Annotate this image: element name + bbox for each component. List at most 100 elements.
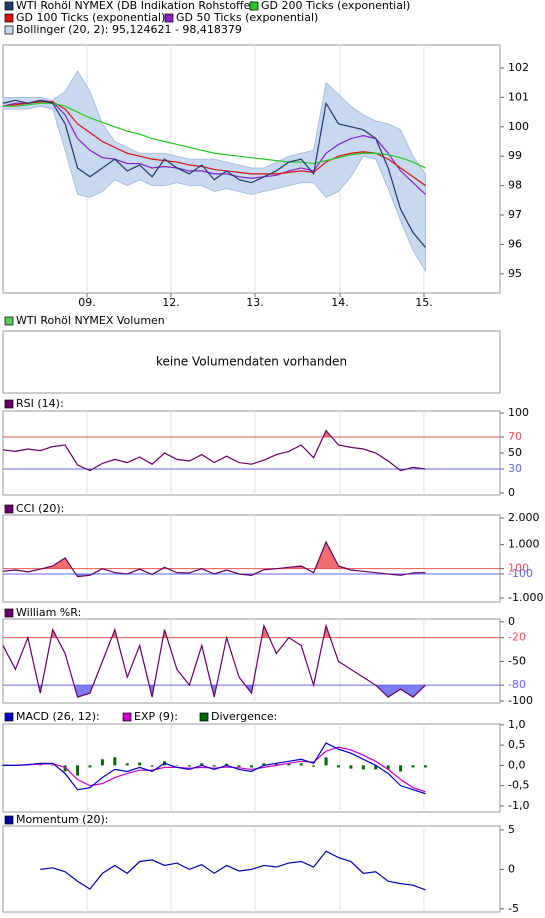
series-line — [2, 99, 426, 248]
divergence-bar — [113, 757, 117, 766]
divergence-bar — [336, 765, 340, 768]
divergence-bar — [262, 763, 266, 766]
legend-label: Bollinger (20, 2): 95,124621 - 98,418379 — [16, 23, 242, 36]
series-line — [2, 429, 426, 472]
divergence-bar — [225, 763, 229, 766]
y-tick-label: -5 — [508, 902, 519, 915]
legend-label: Divergence: — [211, 710, 277, 723]
legend-swatch — [249, 1, 259, 11]
divergence-bar — [312, 765, 316, 767]
legend-swatch — [4, 815, 14, 825]
legend-swatch — [4, 712, 14, 722]
divergence-bar — [361, 765, 365, 770]
legend-label: William %R: — [16, 606, 81, 619]
panel-title: WTI Rohöl NYMEX Volumen — [16, 314, 165, 327]
legend-swatch — [199, 712, 209, 722]
y-tick-label: 98 — [508, 179, 522, 192]
y-tick-label: -100 — [508, 567, 533, 580]
y-tick-label: 100 — [508, 562, 529, 575]
divergence-bar — [63, 765, 67, 772]
divergence-bar — [399, 765, 403, 772]
y-tick-label: -20 — [508, 631, 526, 644]
y-tick-label: 0,0 — [508, 758, 526, 771]
divergence-bar — [386, 765, 390, 770]
plot-frame — [2, 514, 501, 603]
legend-label: GD 100 Ticks (exponential) — [16, 11, 165, 24]
y-tick-label: 0 — [508, 486, 515, 499]
x-tick-label: 14. — [331, 296, 349, 309]
y-tick-label: 96 — [508, 237, 522, 250]
y-tick-label: 70 — [508, 430, 522, 443]
y-tick-label: 5 — [508, 823, 515, 836]
x-tick-label: 13. — [246, 296, 264, 309]
series-line — [3, 746, 426, 793]
legend-swatch — [122, 712, 132, 722]
y-tick-label: 102 — [508, 61, 529, 74]
divergence-bar — [349, 765, 353, 769]
divergence-bar — [175, 765, 179, 766]
legend-label: GD 200 Ticks (exponential) — [261, 0, 410, 12]
y-tick-label: -80 — [508, 678, 526, 691]
divergence-bar — [423, 765, 427, 768]
legend-label: MACD (26, 12): — [16, 710, 100, 723]
plot-frame — [2, 410, 501, 496]
y-tick-label: -50 — [508, 654, 526, 667]
legend-label: CCI (20): — [16, 502, 64, 515]
legend-swatch — [4, 504, 14, 514]
divergence-bar — [51, 764, 55, 766]
divergence-bar — [138, 762, 142, 766]
divergence-bar — [299, 763, 303, 766]
legend-swatch — [4, 1, 14, 11]
y-tick-label: 99 — [508, 149, 522, 162]
divergence-bar — [76, 765, 80, 776]
divergence-bar — [100, 759, 104, 766]
y-tick-label: 100 — [508, 406, 529, 419]
series-line — [2, 540, 426, 578]
y-tick-label: -1.000 — [508, 591, 543, 604]
y-tick-label: -100 — [508, 694, 533, 707]
y-tick-label: -0,5 — [508, 779, 529, 792]
legend-label: WTI Rohöl NYMEX (DB Indikation Rohstoffe… — [16, 0, 255, 12]
series-line — [3, 102, 426, 169]
divergence-bar — [237, 765, 241, 767]
series-line — [2, 101, 426, 187]
plot-frame — [2, 330, 501, 394]
legend-label: RSI (14): — [16, 397, 64, 410]
divergence-bar — [200, 763, 204, 766]
divergence-bar — [274, 763, 278, 766]
y-tick-label: 50 — [508, 446, 522, 459]
legend-label: EXP (9): — [134, 710, 178, 723]
y-tick-label: 101 — [508, 90, 529, 103]
y-tick-label: 95 — [508, 267, 522, 280]
y-tick-label: 0,5 — [508, 738, 526, 751]
y-tick-label: 1.000 — [508, 538, 540, 551]
legend-label: Momentum (20): — [16, 813, 108, 826]
plot-frame — [2, 723, 501, 813]
y-tick-label: 100 — [508, 120, 529, 133]
series-line — [2, 99, 426, 195]
divergence-bar — [324, 757, 328, 766]
x-tick-label: 15. — [415, 296, 433, 309]
threshold-fill — [3, 685, 426, 698]
divergence-bar — [250, 765, 253, 768]
bollinger-band — [2, 70, 426, 273]
legend-swatch — [4, 25, 14, 35]
x-tick-label: 12. — [162, 296, 180, 309]
legend-swatch — [4, 399, 14, 409]
divergence-bar — [38, 764, 42, 766]
divergence-bar — [187, 765, 191, 767]
divergence-bar — [287, 763, 291, 766]
legend-swatch — [4, 13, 14, 23]
series-line — [40, 850, 426, 891]
divergence-bar — [411, 765, 415, 768]
legend-label: GD 50 Ticks (exponential) — [176, 11, 318, 24]
legend-swatch — [4, 608, 14, 618]
y-tick-label: 0 — [508, 862, 515, 875]
divergence-bar — [150, 765, 154, 767]
series-line — [2, 623, 426, 698]
y-tick-label: 2.000 — [508, 511, 540, 524]
y-tick-label: 1,0 — [508, 718, 526, 731]
x-tick-label: 09. — [78, 296, 96, 309]
divergence-bar — [374, 765, 378, 770]
